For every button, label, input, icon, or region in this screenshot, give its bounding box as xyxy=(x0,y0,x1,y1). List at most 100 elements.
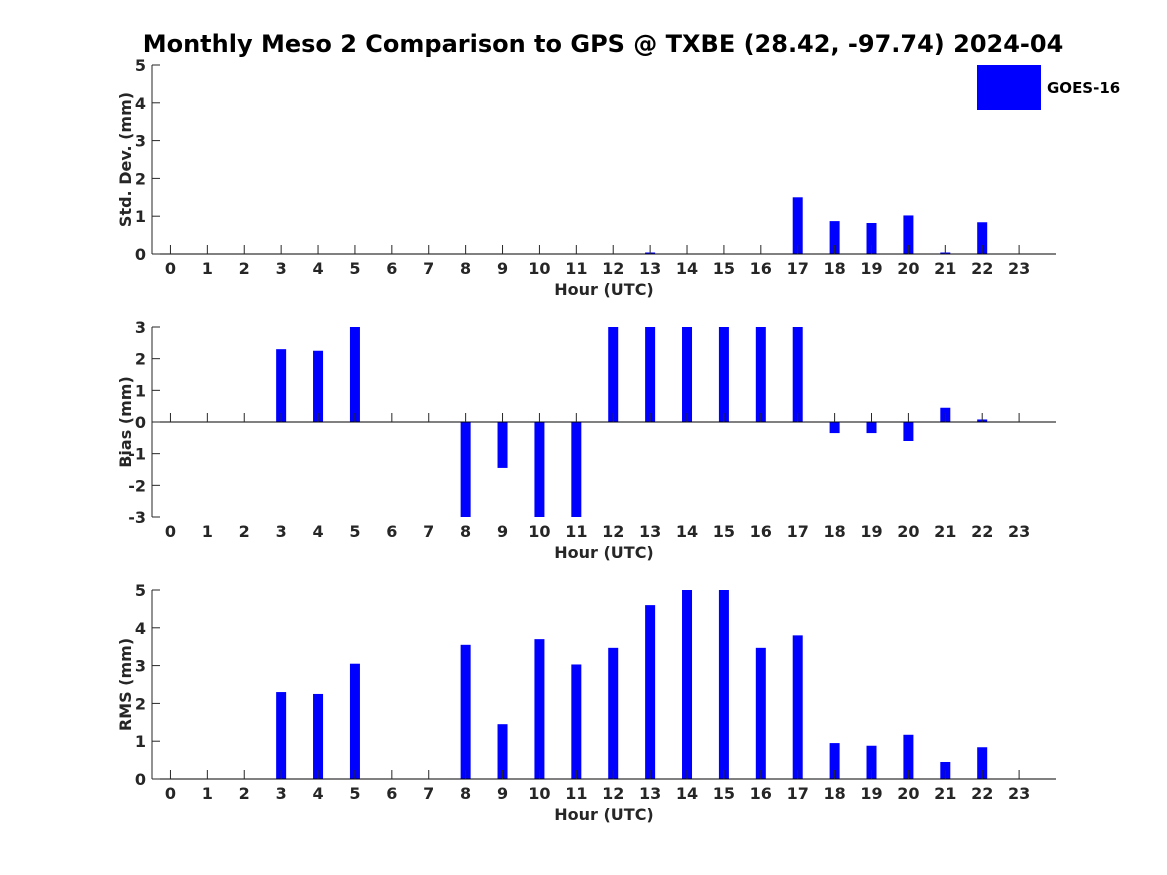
x-tick-label: 17 xyxy=(787,522,809,541)
y-tick-label: 2 xyxy=(135,169,146,188)
bar xyxy=(866,745,877,779)
bar xyxy=(497,724,508,779)
bar xyxy=(903,422,914,441)
x-tick-label: 21 xyxy=(934,259,956,278)
y-tick-label: 0 xyxy=(135,413,146,432)
x-tick-label: 0 xyxy=(165,784,176,803)
x-tick-label: 22 xyxy=(971,784,993,803)
x-axis-label: Hour (UTC) xyxy=(554,280,654,299)
x-tick-label: 23 xyxy=(1008,259,1030,278)
legend-swatch xyxy=(977,65,1041,110)
x-tick-label: 6 xyxy=(386,522,397,541)
x-tick-label: 0 xyxy=(165,259,176,278)
x-tick-label: 9 xyxy=(497,522,508,541)
y-tick-label: 1 xyxy=(135,732,146,751)
x-tick-label: 12 xyxy=(602,259,624,278)
x-tick-label: 9 xyxy=(497,259,508,278)
bar xyxy=(903,734,914,779)
y-tick-label: -2 xyxy=(128,476,146,495)
bar xyxy=(792,635,803,779)
x-tick-label: 20 xyxy=(897,522,919,541)
subplot-2: 0 1 2 3 4 5 6 7 8 9 10 11 12 13 14 15 16 17 18 19 20 21 22 23-3… xyxy=(116,318,1056,562)
y-tick-label: 0 xyxy=(135,770,146,789)
x-tick-label: 20 xyxy=(897,784,919,803)
x-tick-label: 5 xyxy=(349,784,360,803)
y-tick-label: 4 xyxy=(135,94,146,113)
x-tick-label: 14 xyxy=(676,259,698,278)
x-tick-label: 12 xyxy=(602,522,624,541)
x-tick-label: 8 xyxy=(460,784,471,803)
y-tick-label: 3 xyxy=(135,657,146,676)
bar xyxy=(608,327,619,422)
bar xyxy=(534,422,545,517)
x-axis-label: Hour (UTC) xyxy=(554,543,654,562)
bar xyxy=(571,422,582,517)
bar xyxy=(460,422,471,517)
x-tick-label: 22 xyxy=(971,259,993,278)
x-tick-label: 10 xyxy=(528,784,550,803)
bar xyxy=(792,327,803,422)
y-tick-label: 1 xyxy=(135,207,146,226)
bar xyxy=(903,215,914,254)
bar xyxy=(792,197,803,254)
bar xyxy=(645,605,656,779)
x-tick-label: 18 xyxy=(823,259,845,278)
x-tick-label: 4 xyxy=(312,522,323,541)
x-tick-label: 21 xyxy=(934,522,956,541)
bar xyxy=(977,222,988,254)
bar xyxy=(718,327,729,422)
x-tick-label: 16 xyxy=(750,259,772,278)
bar xyxy=(829,221,840,254)
x-tick-label: 15 xyxy=(713,522,735,541)
x-tick-label: 8 xyxy=(460,259,471,278)
bar xyxy=(682,327,693,422)
x-tick-label: 17 xyxy=(787,259,809,278)
subplot-1: 0 1 2 3 4 5 6 7 8 9 10 11 12 13 14 15 16 17 18 19 20 21 22 2301… xyxy=(116,56,1056,299)
x-tick-label: 6 xyxy=(386,784,397,803)
bar xyxy=(755,327,766,422)
bar xyxy=(534,639,545,779)
x-tick-label: 13 xyxy=(639,784,661,803)
x-tick-label: 1 xyxy=(202,259,213,278)
bar xyxy=(755,647,766,779)
x-tick-label: 9 xyxy=(497,784,508,803)
x-tick-label: 4 xyxy=(312,784,323,803)
x-tick-label: 11 xyxy=(565,522,587,541)
y-tick-label: 3 xyxy=(135,132,146,151)
x-tick-label: 6 xyxy=(386,259,397,278)
x-tick-label: 7 xyxy=(423,522,434,541)
x-tick-label: 18 xyxy=(823,784,845,803)
bar xyxy=(608,647,619,779)
legend: GOES-16 xyxy=(977,65,1120,110)
x-tick-label: 23 xyxy=(1008,522,1030,541)
bar xyxy=(313,693,324,779)
x-tick-label: 12 xyxy=(602,784,624,803)
y-tick-label: 1 xyxy=(135,381,146,400)
x-tick-label: 21 xyxy=(934,784,956,803)
bar xyxy=(276,692,287,779)
chart-title: Monthly Meso 2 Comparison to GPS @ TXBE … xyxy=(143,30,1064,58)
y-tick-label: 2 xyxy=(135,694,146,713)
x-tick-label: 16 xyxy=(750,784,772,803)
x-tick-label: 4 xyxy=(312,259,323,278)
bar xyxy=(571,664,582,779)
x-tick-label: 16 xyxy=(750,522,772,541)
bar xyxy=(829,743,840,779)
legend-label: GOES-16 xyxy=(1047,79,1120,97)
x-tick-label: 1 xyxy=(202,784,213,803)
y-axis-label: Bias (mm) xyxy=(116,376,135,468)
bar xyxy=(645,327,656,422)
x-tick-label: 19 xyxy=(860,259,882,278)
bar xyxy=(497,422,508,468)
x-tick-label: 15 xyxy=(713,784,735,803)
x-tick-label: 22 xyxy=(971,522,993,541)
x-tick-label: 2 xyxy=(239,784,250,803)
x-tick-label: 3 xyxy=(276,522,287,541)
y-tick-label: 5 xyxy=(135,581,146,600)
bar xyxy=(682,590,693,779)
x-tick-label: 13 xyxy=(639,522,661,541)
bar xyxy=(718,590,729,779)
y-tick-label: -3 xyxy=(128,508,146,527)
x-tick-label: 13 xyxy=(639,259,661,278)
